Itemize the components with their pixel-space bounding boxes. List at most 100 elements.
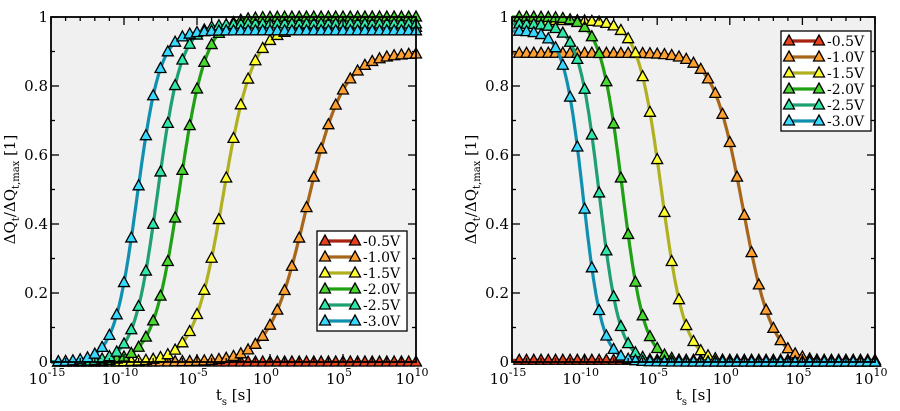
legend-marker [782,113,796,126]
data-point [759,302,773,315]
data-point [715,106,730,119]
data-point [234,97,248,110]
y-tick-label: 1 [499,8,509,26]
data-point [146,88,160,101]
tick-exponent: -15 [48,366,66,379]
legend-label: -3.0V [827,114,865,130]
data-point [607,342,621,355]
data-point [672,49,686,62]
data-point [110,307,124,320]
data-point [190,307,204,320]
legend-marker [782,33,796,46]
data-point [153,288,168,301]
legend-marker [318,313,332,326]
legend-label: -0.5V [363,234,401,250]
data-point [132,178,146,191]
y-tick-label: 0 [38,353,48,371]
data-point [679,318,693,331]
data-point [650,152,664,165]
legend-marker [318,265,332,278]
tick-base: 10 [713,370,732,388]
tick-base: 10 [29,370,48,388]
y-title-unit: [1] [1,135,19,161]
x-tick-label: 10-5 [638,366,668,388]
data-point [556,25,570,38]
x-title-sub: s [682,397,687,408]
data-point [534,27,548,40]
data-point [139,128,153,141]
data-point [585,127,599,140]
legend-label: -2.5V [827,98,865,114]
tick-base: 10 [638,370,657,388]
tick-base: 10 [102,370,121,388]
data-point [183,118,197,131]
data-point [190,81,204,94]
data-point [744,245,759,258]
data-point [278,283,292,296]
data-point [599,16,613,29]
data-point [570,139,584,152]
legend-label: -1.5V [363,266,401,282]
data-point [570,15,584,28]
data-point [607,116,621,129]
tick-exponent: -10 [581,366,599,379]
data-point [132,299,146,312]
y-title-part: ΔQ [462,221,480,244]
tick-base: 10 [326,370,345,388]
data-point [205,250,219,263]
data-point [241,71,255,84]
data-point [248,336,262,349]
data-point [161,44,175,57]
y-title-sub: t,max [11,160,22,189]
legend-marker [812,49,826,62]
data-point [117,275,131,288]
data-point [585,260,599,273]
data-point [139,263,153,276]
legend-item: -2.5V [318,297,401,314]
data-point [132,339,146,352]
data-point [212,212,226,225]
x-tick-label: 105 [326,366,352,388]
data-point [153,164,168,177]
data-point [256,328,270,341]
x-tick-label: 10-5 [178,366,208,388]
data-point [117,336,131,349]
data-point [665,254,679,267]
data-point [336,82,350,95]
data-point [153,61,168,74]
tick-exponent: 10 [874,366,888,379]
legend-item: -0.5V [782,33,865,50]
x-axis-title: ts [s] [216,386,251,408]
data-point [248,53,262,66]
data-point [578,201,592,214]
legend-label: -0.5V [827,34,865,50]
data-point [585,13,599,26]
data-point [226,131,241,144]
data-point [701,71,715,84]
data-point [643,329,657,342]
tick-exponent: -5 [657,366,668,379]
y-tick-label: 0.8 [24,77,48,95]
tick-exponent: -5 [197,366,208,379]
data-point [708,86,722,99]
data-point [314,141,328,154]
legend: -0.5V-1.0V-1.5V-2.0V-2.5V-3.0V [780,30,872,132]
y-tick-label: 1 [38,8,48,26]
data-point [774,333,788,346]
data-point [541,31,555,44]
legend-item: -1.0V [782,49,865,66]
y-tick-label: 0.8 [485,77,509,95]
data-point [146,313,160,326]
y-tick-label: 0 [499,353,509,371]
data-point [599,243,613,256]
data-point [168,78,182,91]
data-point [628,274,643,287]
x-tick-label: 10-10 [562,366,599,388]
data-point [607,289,621,302]
data-point [570,52,584,65]
data-point [752,277,766,290]
chart-panel-2: 10-15 10-10 10-5 100 105 101000.20.40.60.81ts… [462,8,888,408]
data-point [285,258,299,271]
data-point [781,341,795,354]
